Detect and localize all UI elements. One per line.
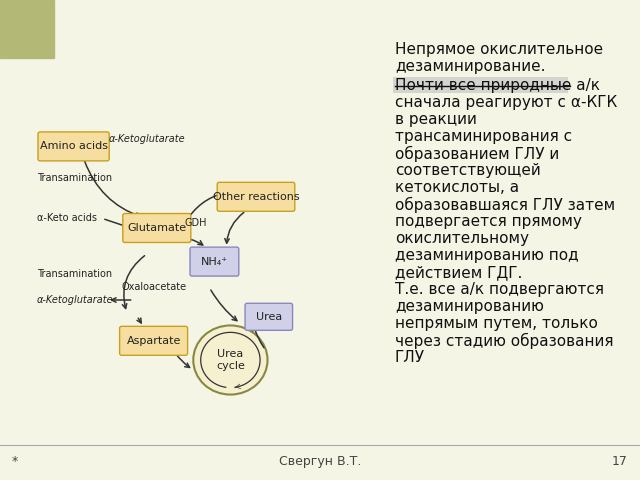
Text: окислительному: окислительному	[395, 231, 529, 246]
Text: Непрямое окислительное: Непрямое окислительное	[395, 42, 603, 57]
Text: в реакции: в реакции	[395, 112, 477, 127]
Text: Amino acids: Amino acids	[40, 142, 108, 151]
Text: α-Ketoglutarate: α-Ketoglutarate	[109, 134, 186, 144]
Text: соответствующей: соответствующей	[395, 163, 541, 178]
Text: Urea: Urea	[255, 312, 282, 322]
Text: α-Keto acids: α-Keto acids	[37, 214, 97, 223]
Text: сначала реагируют с α-КГК: сначала реагируют с α-КГК	[395, 95, 617, 110]
Text: Transamination: Transamination	[37, 269, 112, 278]
Text: Aspartate: Aspartate	[127, 336, 180, 346]
Text: кетокислоты, а: кетокислоты, а	[395, 180, 519, 195]
Text: через стадию образования: через стадию образования	[395, 333, 614, 349]
Text: Почти все природные а/к: Почти все природные а/к	[395, 78, 600, 93]
Text: *: *	[12, 455, 19, 468]
Text: образовавшаяся ГЛУ затем: образовавшаяся ГЛУ затем	[395, 197, 615, 213]
FancyBboxPatch shape	[123, 214, 191, 242]
Text: Свергун В.Т.: Свергун В.Т.	[279, 455, 361, 468]
Text: ГЛУ: ГЛУ	[395, 350, 425, 365]
Text: Т.е. все а/к подвергаются: Т.е. все а/к подвергаются	[395, 282, 604, 297]
Text: NH₄⁺: NH₄⁺	[201, 257, 228, 266]
Text: Glutamate: Glutamate	[127, 223, 186, 233]
Text: подвергается прямому: подвергается прямому	[395, 214, 582, 229]
Text: Urea
cycle: Urea cycle	[216, 349, 245, 371]
Text: дезаминированию под: дезаминированию под	[395, 248, 579, 263]
Text: дезаминирование.: дезаминирование.	[395, 59, 545, 74]
FancyBboxPatch shape	[120, 326, 188, 355]
Text: непрямым путем, только: непрямым путем, только	[395, 316, 598, 331]
Text: Transamination: Transamination	[37, 173, 112, 182]
Text: α-Ketoglutarate: α-Ketoglutarate	[37, 295, 114, 305]
FancyBboxPatch shape	[38, 132, 109, 161]
Text: Other reactions: Other reactions	[212, 192, 300, 202]
FancyBboxPatch shape	[217, 182, 295, 211]
Text: образованием ГЛУ и: образованием ГЛУ и	[395, 146, 559, 162]
FancyBboxPatch shape	[190, 247, 239, 276]
FancyBboxPatch shape	[245, 303, 292, 330]
Text: GDH: GDH	[184, 218, 207, 228]
Text: трансаминирования с: трансаминирования с	[395, 129, 572, 144]
Text: Oxaloacetate: Oxaloacetate	[122, 282, 187, 292]
Text: дезаминированию: дезаминированию	[395, 299, 544, 314]
Ellipse shape	[193, 325, 268, 395]
Bar	[393, 77, 568, 93]
Text: действием ГДГ.: действием ГДГ.	[395, 265, 522, 280]
Text: 17: 17	[612, 455, 628, 468]
Bar	[0, 0, 54, 58]
